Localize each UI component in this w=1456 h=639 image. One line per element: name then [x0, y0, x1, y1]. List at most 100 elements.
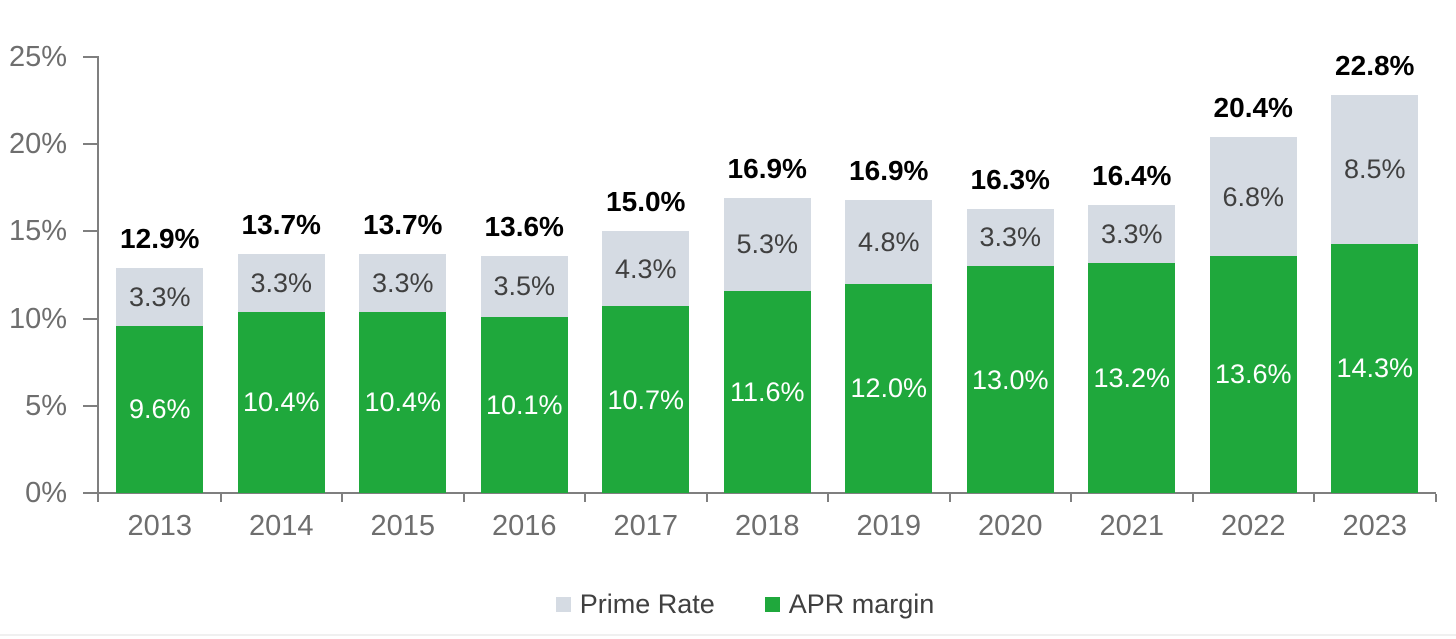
- apr-margin-value-label: 13.2%: [1093, 362, 1171, 393]
- apr-margin-value-label: 12.0%: [850, 373, 928, 404]
- bar-group-2017: 4.3% 10.7%: [602, 231, 690, 493]
- bar-group-2018: 5.3% 11.6%: [723, 198, 811, 493]
- apr-margin-value-label: 14.3%: [1336, 353, 1414, 384]
- prime-rate-value-label: 3.3%: [979, 222, 1042, 253]
- x-axis-label-2020: 2020: [977, 510, 1043, 542]
- y-axis-line: [97, 56, 99, 502]
- apr-margin-segment: 13.0%: [966, 266, 1054, 493]
- legend-item-prime-rate: Prime Rate: [555, 589, 715, 620]
- prime-rate-segment: 3.3%: [116, 268, 204, 326]
- total-value-label: 13.7%: [363, 209, 443, 241]
- prime-rate-swatch-icon: [555, 597, 571, 612]
- prime-rate-value-label: 6.8%: [1222, 181, 1285, 212]
- x-tick-mark: [584, 494, 586, 502]
- apr-margin-segment: 12.0%: [845, 283, 933, 493]
- legend-label-apr-margin: APR margin: [788, 589, 935, 619]
- prime-rate-value-label: 8.5%: [1343, 154, 1406, 185]
- prime-rate-value-label: 3.3%: [250, 267, 313, 298]
- bar-group-2014: 3.3% 10.4%: [237, 254, 325, 493]
- y-tick-mark: [83, 317, 99, 320]
- prime-rate-segment: 8.5%: [1331, 95, 1419, 244]
- total-value-label: 16.9%: [849, 155, 929, 186]
- total-value-label: 15.0%: [606, 186, 686, 218]
- apr-margin-swatch-icon: [764, 597, 780, 612]
- prime-rate-segment: 3.3%: [237, 254, 325, 312]
- y-tick-label: 5%: [25, 389, 67, 422]
- prime-rate-segment: 3.3%: [1088, 205, 1176, 263]
- y-tick-label: 10%: [8, 302, 67, 335]
- apr-margin-value-label: 10.4%: [364, 387, 442, 418]
- y-tick-label: 20%: [8, 128, 67, 161]
- x-tick-mark: [1191, 494, 1194, 502]
- apr-margin-segment: 10.4%: [359, 311, 447, 493]
- apr-margin-segment: 10.7%: [602, 306, 690, 493]
- total-value-label: 16.9%: [727, 153, 807, 185]
- bar-group-2015: 3.3% 10.4%: [359, 254, 447, 493]
- x-axis-label-2021: 2021: [1099, 510, 1164, 542]
- apr-margin-segment: 10.1%: [480, 316, 568, 493]
- x-axis-label-2023: 2023: [1342, 510, 1407, 542]
- total-value-label: 16.4%: [1092, 160, 1172, 192]
- bar-group-2019: 4.8% 12.0%: [845, 200, 933, 493]
- apr-margin-segment: 11.6%: [723, 290, 811, 493]
- y-tick-mark: [83, 230, 99, 233]
- apr-margin-segment: 13.6%: [1209, 255, 1297, 493]
- legend-label-prime-rate: Prime Rate: [579, 589, 715, 619]
- legend-item-apr-margin: APR margin: [764, 589, 935, 620]
- x-axis-label-2013: 2013: [127, 510, 192, 542]
- y-tick-mark: [83, 404, 99, 407]
- x-tick-mark: [219, 494, 222, 502]
- prime-rate-value-label: 4.3%: [614, 253, 677, 284]
- bar-group-2013: 3.3% 9.6%: [116, 268, 204, 493]
- prime-rate-value-label: 4.8%: [857, 226, 920, 257]
- apr-margin-segment: 9.6%: [116, 325, 204, 493]
- apr-margin-value-label: 9.6%: [128, 394, 191, 425]
- apr-margin-value-label: 10.1%: [485, 389, 563, 420]
- prime-rate-segment: 3.3%: [359, 254, 447, 312]
- prime-rate-value-label: 5.3%: [736, 229, 799, 260]
- x-axis-label-2014: 2014: [248, 510, 314, 542]
- bar-group-2020: 3.3% 13.0%: [966, 208, 1054, 493]
- prime-rate-value-label: 3.3%: [371, 267, 434, 298]
- prime-rate-segment: 5.3%: [723, 198, 811, 291]
- x-tick-mark: [1313, 494, 1315, 502]
- x-axis-label-2018: 2018: [734, 510, 800, 542]
- bottom-divider: [0, 634, 1456, 636]
- apr-margin-segment: 10.4%: [237, 311, 325, 493]
- prime-rate-value-label: 3.3%: [128, 281, 191, 312]
- apr-margin-value-label: 10.4%: [242, 387, 320, 418]
- x-axis-label-2019: 2019: [856, 510, 921, 542]
- prime-rate-value-label: 3.5%: [493, 271, 556, 302]
- total-value-label: 16.3%: [970, 163, 1050, 195]
- prime-rate-segment: 4.8%: [845, 200, 933, 284]
- prime-rate-value-label: 3.3%: [1100, 219, 1163, 249]
- y-tick-mark: [83, 143, 99, 146]
- total-value-label: 13.7%: [241, 209, 321, 241]
- total-value-label: 20.4%: [1213, 92, 1293, 124]
- x-axis-label-2015: 2015: [370, 510, 435, 542]
- y-tick-mark: [83, 56, 99, 58]
- total-value-label: 12.9%: [120, 223, 200, 255]
- prime-rate-segment: 3.3%: [966, 208, 1054, 267]
- bar-group-2021: 3.3% 13.2%: [1088, 205, 1176, 493]
- apr-margin-value-label: 13.0%: [971, 364, 1049, 395]
- bar-group-2022: 6.8% 13.6%: [1209, 137, 1297, 493]
- x-tick-mark: [462, 494, 465, 502]
- bar-group-2023: 8.5% 14.3%: [1331, 95, 1419, 493]
- x-tick-mark: [341, 494, 343, 502]
- x-axis-label-2016: 2016: [491, 510, 557, 542]
- x-axis-line: [83, 492, 1436, 494]
- apr-margin-value-label: 11.6%: [729, 376, 805, 407]
- prime-rate-segment: 6.8%: [1209, 137, 1297, 256]
- x-tick-mark: [1434, 494, 1437, 502]
- bar-group-2016: 3.5% 10.1%: [480, 255, 568, 493]
- prime-rate-segment: 4.3%: [602, 231, 690, 307]
- y-tick-label: 15%: [8, 215, 67, 248]
- apr-margin-value-label: 10.7%: [607, 384, 685, 415]
- x-tick-mark: [1070, 494, 1072, 502]
- x-axis-label-2022: 2022: [1220, 510, 1286, 542]
- x-tick-mark: [827, 494, 829, 502]
- x-axis-label-2017: 2017: [613, 510, 678, 542]
- x-tick-mark: [705, 494, 708, 502]
